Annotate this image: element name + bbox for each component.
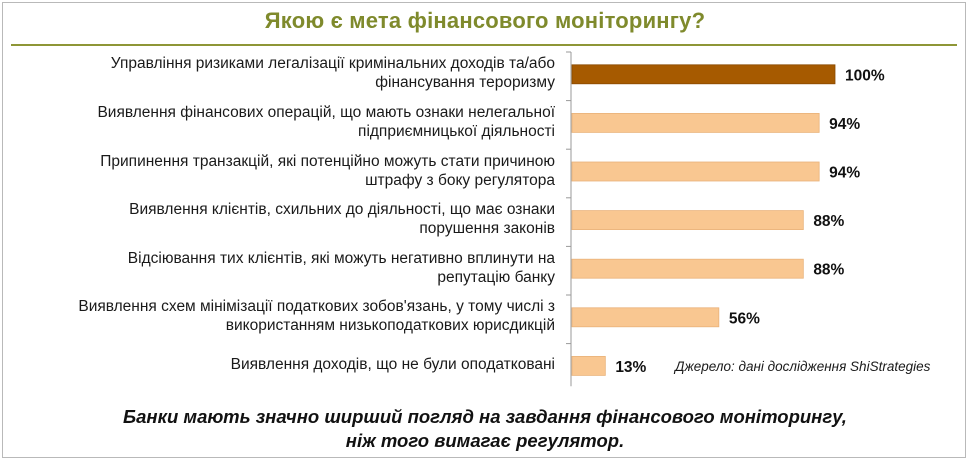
category-label-line: репутацію банку	[437, 268, 555, 286]
value-label-4: 88%	[813, 213, 844, 230]
category-label-2: Виявлення фінансових операцій, що мають …	[3, 103, 555, 141]
bar-7	[571, 355, 606, 376]
category-label-5: Відсіювання тих клієнтів, які можуть нег…	[3, 249, 555, 287]
category-label-line: Виявлення схем мінімізації податкових зо…	[78, 298, 555, 316]
title-divider	[11, 44, 957, 46]
value-label-2: 94%	[829, 116, 860, 133]
category-label-line: Виявлення доходів, що не були оподаткова…	[230, 356, 555, 374]
category-labels: Управління ризиками легалізації кримінал…	[3, 3, 563, 403]
category-label-line: фінансування тероризму	[375, 74, 555, 92]
category-label-line: штрафу з боку регулятора	[365, 171, 555, 189]
category-label-line: Виявлення клієнтів, схильних до діяльнос…	[129, 201, 555, 219]
value-label-5: 88%	[813, 262, 844, 279]
category-label-line: використанням низькоподаткових юрисдикці…	[225, 317, 555, 335]
bar-5	[571, 258, 804, 279]
category-label-line: Виявлення фінансових операцій, що мають …	[97, 103, 555, 121]
category-label-line: Припинення транзакцій, які потенційно мо…	[100, 152, 555, 170]
bar-1	[571, 64, 836, 85]
value-label-3: 94%	[829, 165, 860, 182]
bar-4	[571, 210, 804, 231]
bar-3	[571, 161, 820, 182]
category-label-7: Виявлення доходів, що не були оподаткова…	[3, 355, 555, 374]
bar-6	[571, 307, 720, 328]
value-label-1: 100%	[845, 67, 885, 84]
category-label-6: Виявлення схем мінімізації податкових зо…	[3, 297, 555, 335]
category-label-3: Припинення транзакцій, які потенційно мо…	[3, 152, 555, 190]
bar-chart: 100% 94% 94% 88% 88% 56% 13%	[566, 51, 885, 387]
category-label-line: Відсіювання тих клієнтів, які можуть нег…	[127, 249, 555, 267]
value-label-7: 13%	[615, 359, 646, 376]
category-label-line: підприємницької діяльності	[358, 122, 555, 140]
conclusion-line-1: Банки мають значно ширший погляд на завд…	[123, 406, 847, 427]
bar-2	[571, 113, 820, 133]
value-label-6: 56%	[729, 310, 760, 327]
source-note: Джерело: дані дослідження ShiStrategies	[675, 359, 931, 374]
category-label-line: Управління ризиками легалізації кримінал…	[110, 55, 555, 73]
conclusion-text: Банки мають значно ширший погляд на завд…	[3, 405, 967, 453]
category-label-line: порушення законів	[419, 220, 555, 238]
category-label-1: Управління ризиками легалізації кримінал…	[3, 54, 555, 92]
conclusion-line-2: ніж того вимагає регулятор.	[345, 430, 625, 451]
category-label-4: Виявлення клієнтів, схильних до діяльнос…	[3, 200, 555, 238]
chart-title: Якою є мета фінансового моніторингу?	[264, 8, 706, 33]
